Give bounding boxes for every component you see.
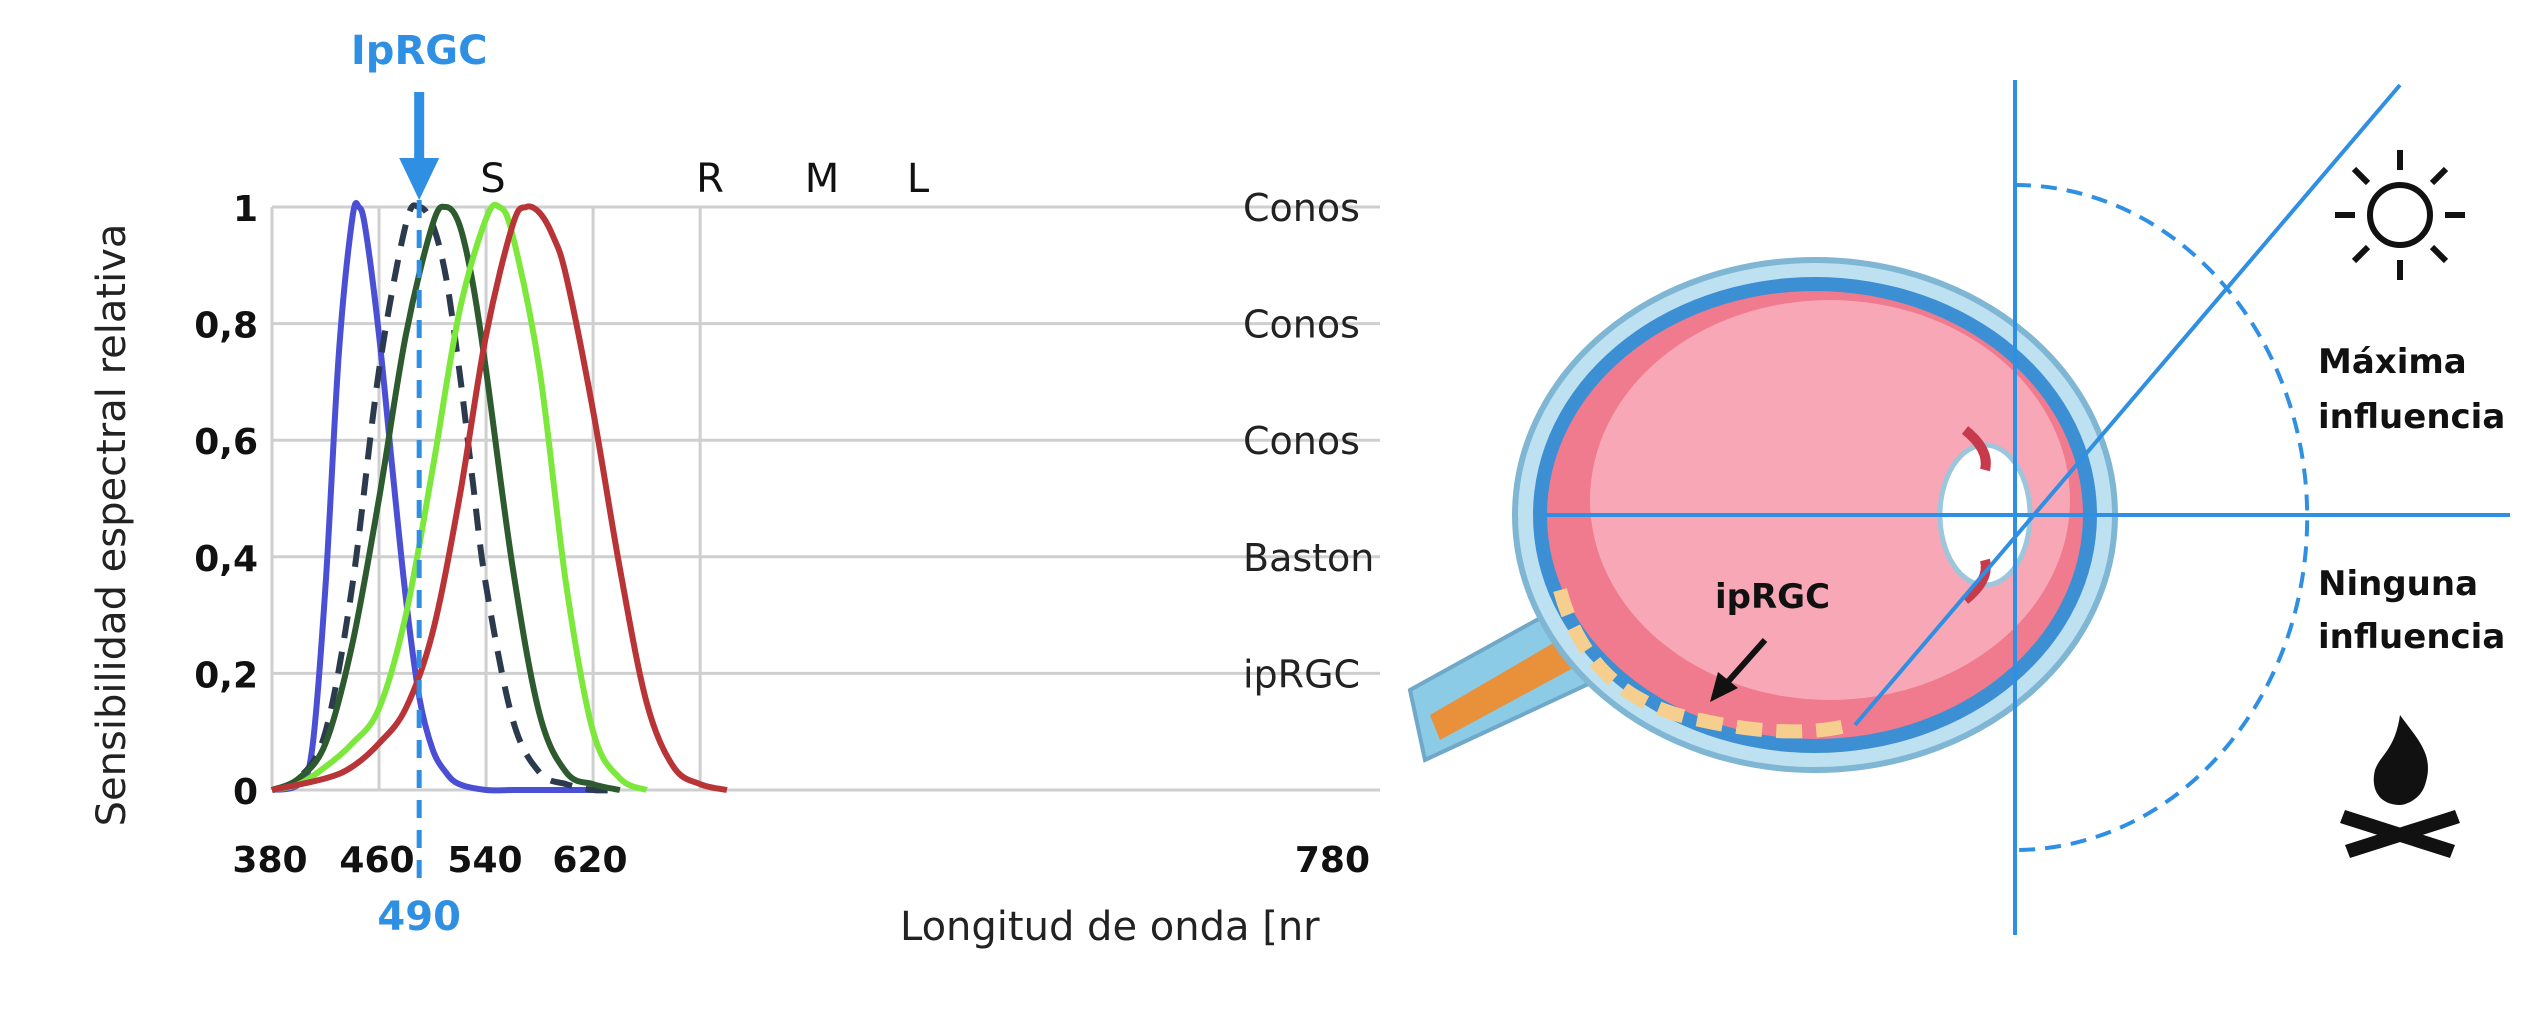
y-tick-label: 0,2 xyxy=(194,655,258,696)
curve-letter-R: R xyxy=(696,156,724,202)
zone-none-line1: Ninguna xyxy=(2318,564,2478,604)
y-tick-label: 0,8 xyxy=(194,306,258,347)
light-ray-line xyxy=(1853,83,2402,727)
series-line-R xyxy=(270,203,621,793)
right-label: Conos xyxy=(1243,419,1360,463)
eye-ipRGC-label: ipRGC xyxy=(1715,577,1830,617)
right-label: Conos xyxy=(1243,186,1360,230)
series-line-S xyxy=(271,199,594,794)
x-tick-label: 620 xyxy=(552,840,627,881)
right-label: ipRGC xyxy=(1243,652,1360,696)
y-tick-label: 0 xyxy=(233,772,258,813)
x-axis-ticks: 380 460 540 620 780 xyxy=(232,840,1370,881)
y-tick-label: 0,6 xyxy=(194,422,258,463)
x-tick-label: 380 xyxy=(232,840,307,881)
right-label: Baston xyxy=(1243,536,1374,580)
curve-letter-L: L xyxy=(907,156,930,202)
sun-icon xyxy=(2335,150,2465,280)
ipRGC-arrow xyxy=(1710,638,1768,702)
right-label: Conos xyxy=(1243,303,1360,347)
right-side-labels: Conos Conos Conos Baston ipRGC xyxy=(1243,186,1374,696)
eye-diagram: ipRGC Máxima influencia Ninguna influenc… xyxy=(1407,80,2510,935)
x-tick-label: 460 xyxy=(339,840,414,881)
y-axis-title: Sensibilidad espectral relativa xyxy=(89,224,135,827)
marker-value-label: 490 xyxy=(377,894,461,940)
curve-letter-S: S xyxy=(480,156,505,202)
ipRGC-retina-band xyxy=(1553,588,1852,739)
series-line-L xyxy=(271,203,728,793)
campfire-icon xyxy=(2340,715,2460,858)
y-tick-label: 0,4 xyxy=(194,539,258,580)
zone-max-line2: influencia xyxy=(2318,397,2505,437)
curve-letter-M: M xyxy=(805,156,840,202)
x-axis-title: Longitud de onda [nr xyxy=(900,904,1320,950)
zone-none-line2: influencia xyxy=(2318,617,2505,657)
zone-max-line1: Máxima xyxy=(2318,342,2467,382)
marker-arrow-head xyxy=(399,158,440,200)
x-tick-label: 540 xyxy=(447,840,522,881)
chart-grid xyxy=(270,205,1380,792)
influence-arc xyxy=(2014,183,2310,852)
marker-top-label: IpRGC xyxy=(351,28,488,74)
series-layer xyxy=(270,199,728,794)
series-line-rods xyxy=(270,202,620,794)
series-line-M xyxy=(271,201,648,793)
ipRGC-marker: IpRGC 490 xyxy=(351,28,488,940)
y-tick-label: 1 xyxy=(233,189,258,230)
y-axis-ticks: 0 0,2 0,4 0,6 0,8 1 xyxy=(194,189,258,813)
x-tick-label: 780 xyxy=(1295,840,1370,881)
